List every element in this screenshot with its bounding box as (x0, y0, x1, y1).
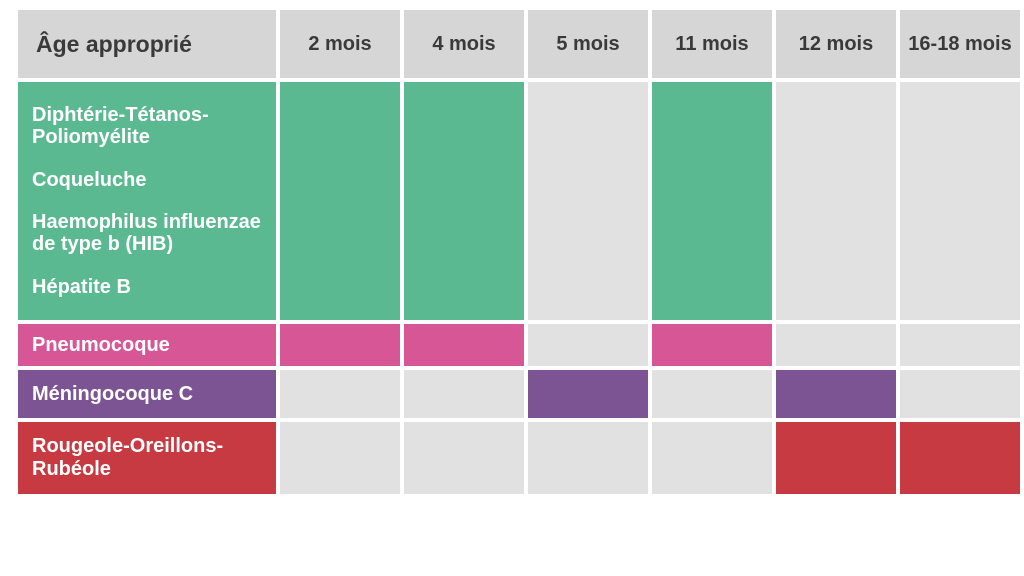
vaccination-schedule-table: Âge approprié2 mois4 mois5 mois11 mois12… (18, 10, 1006, 494)
cell-meningo-2 (528, 370, 648, 418)
cell-ror-4 (776, 422, 896, 494)
row-label-meningo-text: Méningocoque C (32, 383, 193, 406)
cell-pneumo-0 (280, 324, 400, 366)
header-col-2: 5 mois (528, 10, 648, 78)
row-label-ror: Rougeole-Oreillons- Rubéole (18, 422, 276, 494)
cell-ror-5 (900, 422, 1020, 494)
cell-combo-0 (280, 82, 400, 320)
row-label-combo-item-3: Hépatite B (32, 276, 131, 298)
header-col-1: 4 mois (404, 10, 524, 78)
header-col-3: 11 mois (652, 10, 772, 78)
header-col-5: 16-18 mois (900, 10, 1020, 78)
cell-ror-1 (404, 422, 524, 494)
cell-meningo-1 (404, 370, 524, 418)
cell-combo-4 (776, 82, 896, 320)
cell-meningo-3 (652, 370, 772, 418)
row-label-combo: Diphtérie-Tétanos- Poliomyélite Coqueluch… (18, 82, 276, 320)
header-age-label: Âge approprié (18, 10, 276, 78)
cell-ror-2 (528, 422, 648, 494)
cell-pneumo-5 (900, 324, 1020, 366)
row-label-ror-text: Rougeole-Oreillons- Rubéole (32, 435, 223, 481)
row-label-combo-item-1: Coqueluche (32, 169, 146, 191)
cell-pneumo-4 (776, 324, 896, 366)
cell-ror-0 (280, 422, 400, 494)
row-label-meningo: Méningocoque C (18, 370, 276, 418)
header-col-4: 12 mois (776, 10, 896, 78)
cell-pneumo-2 (528, 324, 648, 366)
cell-combo-5 (900, 82, 1020, 320)
cell-combo-3 (652, 82, 772, 320)
cell-meningo-4 (776, 370, 896, 418)
header-col-0: 2 mois (280, 10, 400, 78)
cell-combo-1 (404, 82, 524, 320)
cell-meningo-0 (280, 370, 400, 418)
row-label-combo-item-0: Diphtérie-Tétanos- Poliomyélite (32, 104, 209, 148)
cell-combo-2 (528, 82, 648, 320)
cell-meningo-5 (900, 370, 1020, 418)
row-label-pneumo: Pneumocoque (18, 324, 276, 366)
cell-ror-3 (652, 422, 772, 494)
cell-pneumo-3 (652, 324, 772, 366)
cell-pneumo-1 (404, 324, 524, 366)
row-label-combo-item-2: Haemophilus influenzae de type b (HIB) (32, 211, 261, 255)
row-label-pneumo-text: Pneumocoque (32, 334, 170, 357)
